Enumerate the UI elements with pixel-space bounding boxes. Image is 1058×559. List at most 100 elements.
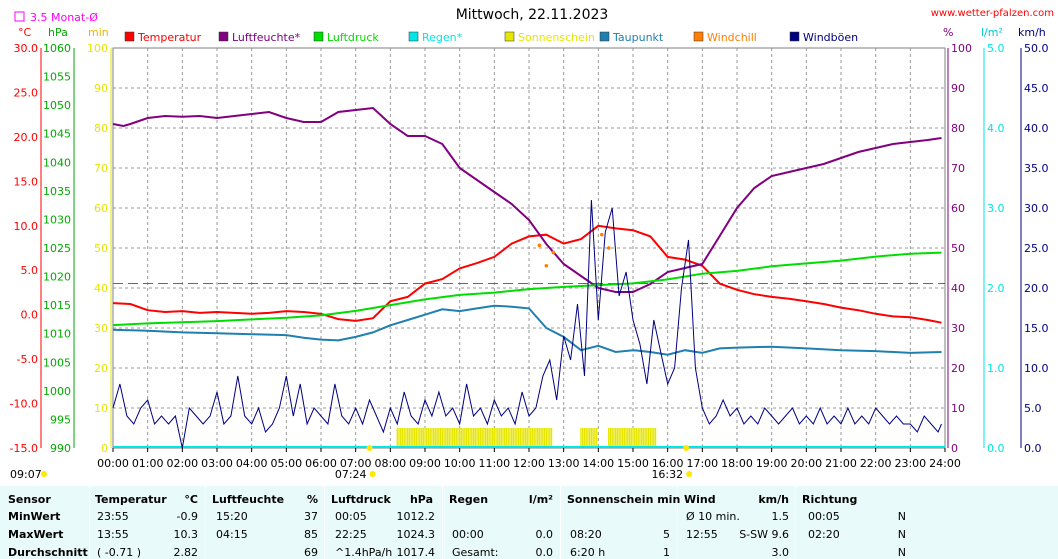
column-divider [89,486,90,559]
stats-press-time: 22:25 [335,528,367,541]
y-tick-label-wind: 30.0 [1024,202,1049,215]
stats-wind-time: Ø 10 min. [686,510,740,523]
y-tick-label-temp: 0.0 [21,309,39,322]
legend-label: Luftdruck [327,31,379,44]
sunrise-icon [366,445,373,451]
y-tick-label-min: 0 [101,442,108,455]
stats-rain-time: 00:00 [452,528,484,541]
y-tick-label-temp: -5.0 [17,353,38,366]
y-tick-label-percent: 40 [951,282,965,295]
x-tick-label: 13:00 [548,457,580,470]
stats-dir-time: 02:20 [808,528,840,541]
column-divider [205,486,206,559]
y-tick-label-temp: 10.0 [14,220,39,233]
stats-header: Regen [449,493,489,506]
y-tick-label-min: 80 [94,122,108,135]
x-axis-ticks: 00:00 01:00 02:00 03:00 04:00 05:00 06:00 07:00… [97,448,961,470]
x-tick-label: 23:00 [894,457,926,470]
y-tick-label-temp: -10.0 [10,398,38,411]
legend-label: Regen* [422,31,463,44]
stats-header: hPa [409,493,433,506]
stats-header: Temperatur [95,493,167,506]
sunshine-bars [396,428,657,448]
unit-pressure: hPa [48,26,68,39]
y-tick-label-temp: 25.0 [14,86,39,99]
y-tick-label-temp: 5.0 [21,264,39,277]
stats-header: Luftfeuchte [212,493,285,506]
y-tick-label-wind: 45.0 [1024,82,1049,95]
legend-swatch [789,31,800,42]
stats-rain-value: 0.0 [535,528,554,541]
y-tick-label-wind: 35.0 [1024,162,1049,175]
y-tick-label-min: 40 [94,282,108,295]
y-tick-label-pressure: 1005 [43,356,71,369]
stats-table: Sensor Temperatur °C Luftfeuchte% Luftdruck h… [0,486,1058,559]
y-tick-label-wind: 40.0 [1024,122,1049,135]
legend-label: Temperatur [137,31,202,44]
sunrise-time: 07:24 [335,468,367,481]
stats-dir-time: 00:05 [808,510,840,523]
x-tick-label: 20:00 [790,457,822,470]
y-tick-label-pressure: 1025 [43,242,71,255]
y-tick-label-wind: 25.0 [1024,242,1049,255]
stats-wind-value: S-SW 9.6 [739,528,789,541]
chart-axes: 30.0 25.0 20.0 15.0 10.0 5.0 0.0 -5.0 -10.0 -15.0… [10,42,1049,455]
stats-header: % [306,493,318,506]
windchill-point [544,263,549,268]
stats-temp-value: 2.82 [173,546,199,559]
x-tick-label: 06:00 [305,457,337,470]
stats-sun-time: 6:20 h [570,546,606,559]
y-tick-label-rain: 4.0 [987,122,1005,135]
legend-swatch [124,31,135,42]
stats-temp-value: -0.9 [176,510,198,523]
stats-hum-time: 04:15 [216,528,248,541]
legend-swatch [408,31,419,42]
y-tick-label-rain: 1.0 [987,362,1005,375]
y-tick-label-percent: 10 [951,402,965,415]
y-tick-label-rain: 5.0 [987,42,1005,55]
column-divider [795,486,796,559]
y-tick-label-pressure: 1015 [43,299,71,312]
source-url[interactable]: www.wetter-pfalzen.com [931,8,1054,19]
column-divider [677,486,678,559]
unit-wind: km/h [1018,26,1046,39]
legend-swatch [313,31,324,42]
y-tick-label-temp: 30.0 [14,42,39,55]
y-tick-label-percent: 30 [951,322,965,335]
y-tick-label-wind: 15.0 [1024,322,1049,335]
series-luftfeuchte [112,106,942,293]
x-tick-label: 11:00 [478,457,510,470]
sunset-icon [683,445,690,451]
y-tick-label-percent: 20 [951,362,965,375]
stats-header: Richtung [802,493,858,506]
legend-swatch [693,31,704,42]
y-tick-label-min: 100 [87,42,108,55]
sunrise-label-icon [369,471,376,477]
windchill-point [537,243,542,248]
y-tick-label-pressure: 1035 [43,185,71,198]
y-tick-label-pressure: 1030 [43,213,71,226]
stats-hum-value: 85 [304,528,318,541]
x-tick-label: 03:00 [201,457,233,470]
stats-rain-time: Gesamt: [452,546,499,559]
legend-label: Luftfeuchte* [232,31,301,44]
x-tick-label: 18:00 [721,457,753,470]
y-tick-label-wind: 0.0 [1024,442,1042,455]
x-tick-label: 14:00 [582,457,614,470]
y-tick-label-pressure: 1010 [43,328,71,341]
x-tick-label: 19:00 [756,457,788,470]
weather-chart: Mittwoch, 22.11.2023 www.wetter-pfalzen.… [10,7,1054,481]
unit-min: min [88,26,109,39]
stats-wind-value: 1.5 [771,510,790,523]
stats-header: km/h [758,493,789,506]
y-tick-label-pressure: 990 [50,442,71,455]
x-tick-label: 02:00 [166,457,198,470]
y-tick-label-pressure: 995 [50,413,71,426]
y-tick-label-percent: 90 [951,82,965,95]
unit-percent: % [943,26,953,39]
avg-legend-label: 3.5 Monat-Ø [30,11,98,24]
y-tick-label-temp: -15.0 [10,442,38,455]
stats-press-value: 1017.4 [396,546,436,559]
x-tick-label: 04:00 [236,457,268,470]
y-tick-label-min: 90 [94,82,108,95]
